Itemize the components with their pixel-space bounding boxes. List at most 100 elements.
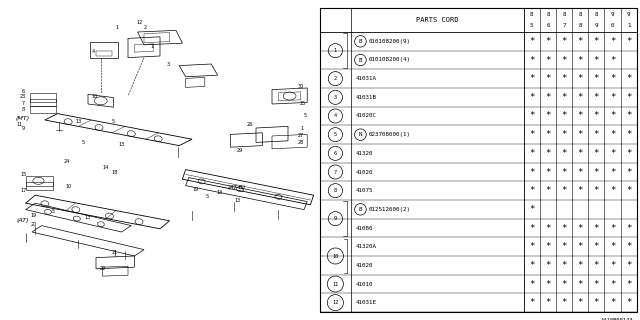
Text: 1: 1 xyxy=(115,25,118,30)
Text: *: * xyxy=(577,93,583,102)
Text: *: * xyxy=(545,37,550,46)
Text: *: * xyxy=(610,55,615,65)
Text: *: * xyxy=(529,279,534,289)
Text: *: * xyxy=(545,55,550,65)
Text: *: * xyxy=(529,93,534,102)
Text: *: * xyxy=(545,74,550,83)
Text: *: * xyxy=(561,261,567,270)
Text: 13: 13 xyxy=(85,215,91,220)
Text: *: * xyxy=(577,261,583,270)
Text: *: * xyxy=(610,130,615,139)
Text: 11: 11 xyxy=(16,122,22,127)
Text: *: * xyxy=(626,298,632,307)
Text: *: * xyxy=(529,55,534,65)
Text: 19: 19 xyxy=(31,212,36,218)
Text: 6: 6 xyxy=(546,23,550,28)
Text: 25: 25 xyxy=(300,100,305,106)
Text: *: * xyxy=(545,111,550,121)
Text: 41320: 41320 xyxy=(356,151,373,156)
Text: (AT-B): (AT-B) xyxy=(228,185,246,190)
Text: 24: 24 xyxy=(64,159,70,164)
Text: 8: 8 xyxy=(22,107,24,112)
Text: 19: 19 xyxy=(192,187,198,192)
Text: *: * xyxy=(610,186,615,195)
Text: 8: 8 xyxy=(595,12,598,17)
Text: A410B00143: A410B00143 xyxy=(601,318,634,320)
Text: *: * xyxy=(529,37,534,46)
Text: 21: 21 xyxy=(112,250,118,255)
Text: 41031B: 41031B xyxy=(356,95,376,100)
Text: 7: 7 xyxy=(22,100,24,106)
Text: *: * xyxy=(594,298,599,307)
Text: *: * xyxy=(594,242,599,251)
Text: *: * xyxy=(626,261,632,270)
Text: 29: 29 xyxy=(236,148,243,153)
Text: 2: 2 xyxy=(334,76,337,81)
Text: *: * xyxy=(610,149,615,158)
Text: *: * xyxy=(561,242,567,251)
Text: 5: 5 xyxy=(206,194,209,199)
Text: *: * xyxy=(626,37,632,46)
Text: *: * xyxy=(545,242,550,251)
Text: *: * xyxy=(594,167,599,177)
Text: 8: 8 xyxy=(563,12,566,17)
Text: *: * xyxy=(577,149,583,158)
Text: 30: 30 xyxy=(298,84,304,89)
Text: 8: 8 xyxy=(334,188,337,193)
Text: *: * xyxy=(577,167,583,177)
Text: *: * xyxy=(561,130,567,139)
Text: 41031A: 41031A xyxy=(356,76,376,81)
Text: *: * xyxy=(594,261,599,270)
Text: 1: 1 xyxy=(334,48,337,53)
Text: 41031E: 41031E xyxy=(356,300,376,305)
Text: *: * xyxy=(561,74,567,83)
Text: 22: 22 xyxy=(99,266,106,271)
Text: *: * xyxy=(529,74,534,83)
Text: *: * xyxy=(626,223,632,233)
Text: 41010: 41010 xyxy=(356,282,373,286)
Text: *: * xyxy=(561,279,567,289)
Text: 5: 5 xyxy=(334,132,337,137)
Text: *: * xyxy=(594,74,599,83)
Text: 13: 13 xyxy=(76,119,81,124)
Text: *: * xyxy=(610,37,615,46)
Text: 0: 0 xyxy=(611,23,614,28)
Text: 11: 11 xyxy=(332,282,339,286)
Text: 1: 1 xyxy=(627,23,630,28)
Text: 6: 6 xyxy=(334,151,337,156)
Text: 9: 9 xyxy=(22,125,24,131)
Text: *: * xyxy=(626,149,632,158)
Text: 6: 6 xyxy=(22,89,24,94)
Text: 12: 12 xyxy=(332,300,339,305)
Text: 7: 7 xyxy=(334,170,337,174)
Text: *: * xyxy=(561,93,567,102)
Text: 14: 14 xyxy=(102,165,109,170)
Text: *: * xyxy=(594,186,599,195)
Text: *: * xyxy=(594,55,599,65)
Text: *: * xyxy=(594,223,599,233)
Text: *: * xyxy=(626,279,632,289)
Text: *: * xyxy=(529,149,534,158)
Text: 9: 9 xyxy=(595,23,598,28)
Text: *: * xyxy=(626,93,632,102)
Text: *: * xyxy=(545,167,550,177)
Text: 26: 26 xyxy=(246,122,253,127)
Text: *: * xyxy=(529,205,534,214)
Text: 20: 20 xyxy=(31,221,36,227)
Text: 3: 3 xyxy=(334,95,337,100)
Text: *: * xyxy=(577,186,583,195)
Text: *: * xyxy=(545,186,550,195)
Text: 4: 4 xyxy=(92,49,95,54)
Text: *: * xyxy=(561,298,567,307)
Text: 9: 9 xyxy=(627,12,630,17)
Text: 41320A: 41320A xyxy=(356,244,376,249)
Text: 5: 5 xyxy=(304,113,307,118)
Text: 13: 13 xyxy=(234,198,241,204)
Text: *: * xyxy=(610,242,615,251)
Text: *: * xyxy=(626,167,632,177)
Text: *: * xyxy=(529,223,534,233)
Text: 10: 10 xyxy=(66,184,72,189)
Text: *: * xyxy=(594,279,599,289)
Text: 17: 17 xyxy=(21,188,27,193)
Text: *: * xyxy=(577,37,583,46)
